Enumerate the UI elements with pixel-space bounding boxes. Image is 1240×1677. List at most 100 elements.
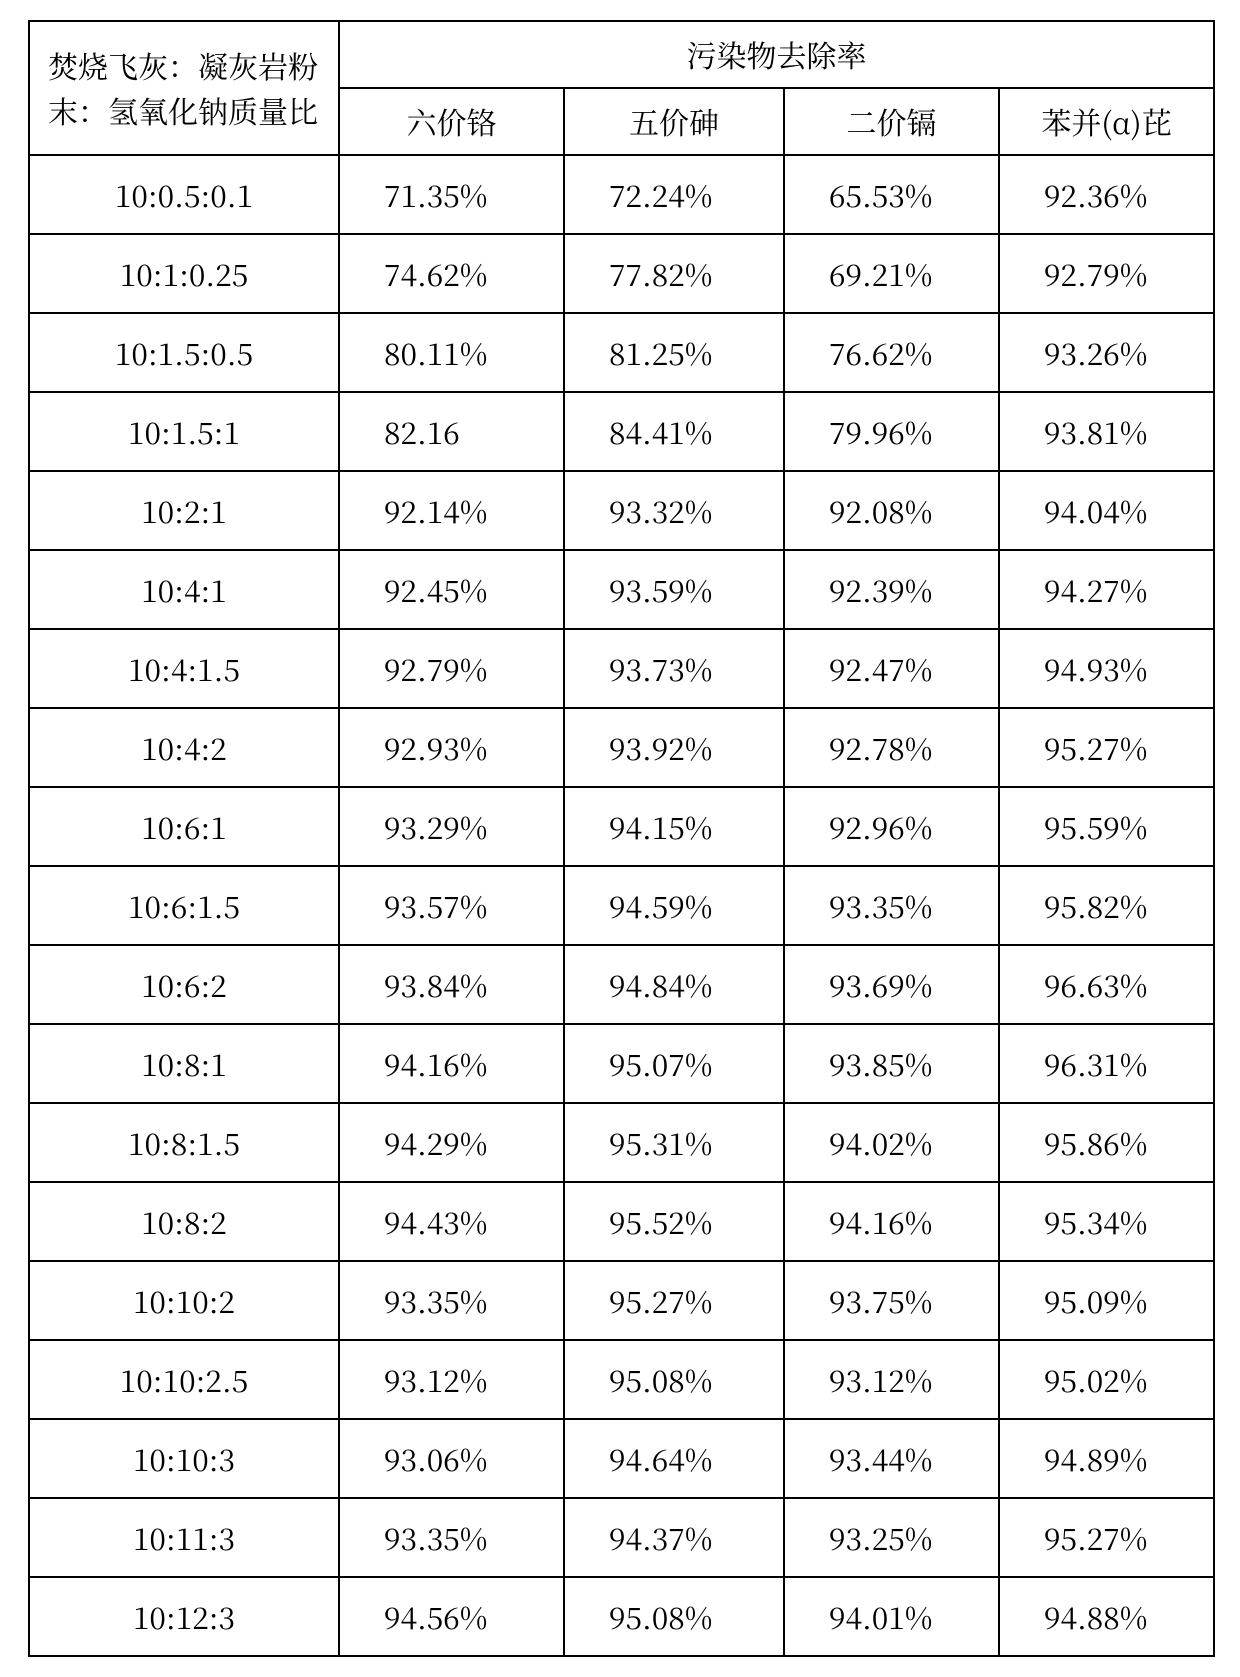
value-cell: 93.35% [784,866,999,945]
row-header-line-1: 焚烧飞灰：凝灰岩粉 [48,43,320,88]
table-row: 10:1.5:182.1684.41%79.96%93.81% [29,392,1214,471]
value-cell: 94.89% [999,1419,1214,1498]
row-header-line-2: 末：氢氧化钠质量比 [48,88,320,133]
value-cell: 94.93% [999,629,1214,708]
table-row: 10:8:294.43%95.52%94.16%95.34% [29,1182,1214,1261]
table-row: 10:4:292.93%93.92%92.78%95.27% [29,708,1214,787]
value-cell: 95.09% [999,1261,1214,1340]
value-cell: 95.31% [564,1103,784,1182]
ratio-cell: 10:1.5:0.5 [29,313,339,392]
value-cell: 94.37% [564,1498,784,1577]
ratio-cell: 10:6:2 [29,945,339,1024]
ratio-cell: 10:11:3 [29,1498,339,1577]
value-cell: 94.43% [339,1182,564,1261]
value-cell: 84.41% [564,392,784,471]
value-cell: 82.16 [339,392,564,471]
table-row: 10:10:293.35%95.27%93.75%95.09% [29,1261,1214,1340]
table-row: 10:8:194.16%95.07%93.85%96.31% [29,1024,1214,1103]
value-cell: 93.06% [339,1419,564,1498]
table-row: 10:6:193.29%94.15%92.96%95.59% [29,787,1214,866]
table-row: 10:11:393.35%94.37%93.25%95.27% [29,1498,1214,1577]
value-cell: 95.34% [999,1182,1214,1261]
value-cell: 80.11% [339,313,564,392]
row-header-cell: 焚烧飞灰：凝灰岩粉 末：氢氧化钠质量比 [29,21,339,155]
value-cell: 92.96% [784,787,999,866]
ratio-cell: 10:12:3 [29,1577,339,1656]
value-cell: 93.84% [339,945,564,1024]
value-cell: 94.16% [784,1182,999,1261]
col-head-cd2: 二价镉 [784,88,999,155]
table-row: 10:10:393.06%94.64%93.44%94.89% [29,1419,1214,1498]
value-cell: 95.08% [564,1577,784,1656]
ratio-cell: 10:2:1 [29,471,339,550]
value-cell: 92.14% [339,471,564,550]
ratio-cell: 10:10:2 [29,1261,339,1340]
col-head-bap: 苯并(α)芘 [999,88,1214,155]
value-cell: 95.27% [999,1498,1214,1577]
value-cell: 95.59% [999,787,1214,866]
group-header-cell: 污染物去除率 [339,21,1214,88]
value-cell: 95.08% [564,1340,784,1419]
value-cell: 81.25% [564,313,784,392]
value-cell: 93.69% [784,945,999,1024]
ratio-cell: 10:1.5:1 [29,392,339,471]
value-cell: 94.02% [784,1103,999,1182]
value-cell: 79.96% [784,392,999,471]
value-cell: 95.52% [564,1182,784,1261]
value-cell: 94.59% [564,866,784,945]
value-cell: 95.02% [999,1340,1214,1419]
table-row: 10:1:0.2574.62%77.82%69.21%92.79% [29,234,1214,313]
value-cell: 95.27% [564,1261,784,1340]
table-row: 10:6:293.84%94.84%93.69%96.63% [29,945,1214,1024]
value-cell: 94.88% [999,1577,1214,1656]
value-cell: 94.01% [784,1577,999,1656]
value-cell: 94.27% [999,550,1214,629]
ratio-cell: 10:1:0.25 [29,234,339,313]
table-row: 10:12:394.56%95.08%94.01%94.88% [29,1577,1214,1656]
removal-rate-table: 焚烧飞灰：凝灰岩粉 末：氢氧化钠质量比 污染物去除率 六价铬 五价砷 二价镉 苯… [28,20,1215,1657]
table-row: 10:2:192.14%93.32%92.08%94.04% [29,471,1214,550]
value-cell: 93.12% [339,1340,564,1419]
value-cell: 93.35% [339,1498,564,1577]
table-row: 10:4:192.45%93.59%92.39%94.27% [29,550,1214,629]
ratio-cell: 10:6:1.5 [29,866,339,945]
ratio-cell: 10:10:3 [29,1419,339,1498]
value-cell: 92.47% [784,629,999,708]
table-body: 10:0.5:0.171.35%72.24%65.53%92.36%10:1:0… [29,155,1214,1656]
table-row: 10:4:1.592.79%93.73%92.47%94.93% [29,629,1214,708]
value-cell: 74.62% [339,234,564,313]
value-cell: 96.63% [999,945,1214,1024]
table-page: 焚烧飞灰：凝灰岩粉 末：氢氧化钠质量比 污染物去除率 六价铬 五价砷 二价镉 苯… [0,0,1240,1677]
value-cell: 71.35% [339,155,564,234]
value-cell: 93.29% [339,787,564,866]
value-cell: 93.32% [564,471,784,550]
value-cell: 93.12% [784,1340,999,1419]
value-cell: 93.26% [999,313,1214,392]
value-cell: 94.16% [339,1024,564,1103]
col-head-cr6: 六价铬 [339,88,564,155]
value-cell: 93.44% [784,1419,999,1498]
value-cell: 72.24% [564,155,784,234]
value-cell: 93.59% [564,550,784,629]
table-row: 10:6:1.593.57%94.59%93.35%95.82% [29,866,1214,945]
value-cell: 94.64% [564,1419,784,1498]
ratio-cell: 10:8:2 [29,1182,339,1261]
value-cell: 76.62% [784,313,999,392]
header-row-1: 焚烧飞灰：凝灰岩粉 末：氢氧化钠质量比 污染物去除率 [29,21,1214,88]
table-row: 10:1.5:0.580.11%81.25%76.62%93.26% [29,313,1214,392]
value-cell: 93.75% [784,1261,999,1340]
table-row: 10:0.5:0.171.35%72.24%65.53%92.36% [29,155,1214,234]
ratio-cell: 10:4:1.5 [29,629,339,708]
value-cell: 93.85% [784,1024,999,1103]
ratio-cell: 10:0.5:0.1 [29,155,339,234]
value-cell: 92.08% [784,471,999,550]
value-cell: 92.79% [339,629,564,708]
value-cell: 93.92% [564,708,784,787]
value-cell: 92.39% [784,550,999,629]
value-cell: 93.57% [339,866,564,945]
value-cell: 95.86% [999,1103,1214,1182]
value-cell: 93.35% [339,1261,564,1340]
value-cell: 96.31% [999,1024,1214,1103]
value-cell: 95.27% [999,708,1214,787]
value-cell: 95.07% [564,1024,784,1103]
